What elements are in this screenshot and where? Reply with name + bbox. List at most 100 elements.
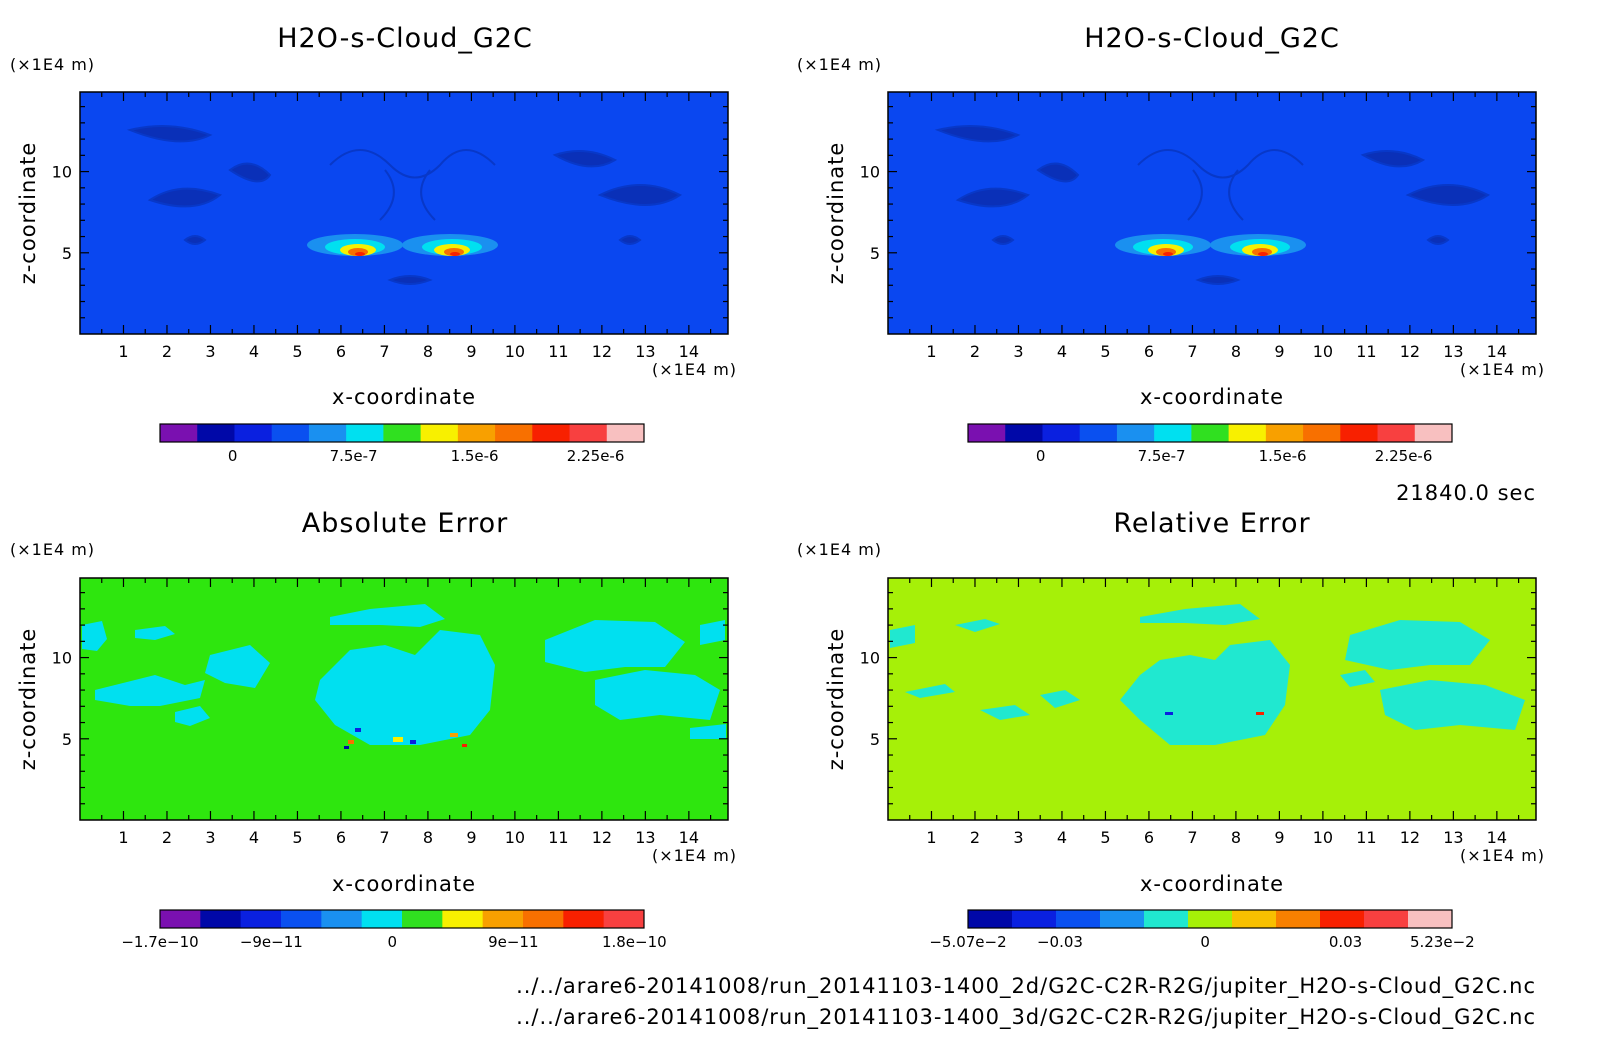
x-tick-label: 5 xyxy=(1100,342,1110,361)
x-ticks: 1 2 3 4 5 6 7 8 9 10 11 12 13 14 xyxy=(101,578,712,847)
y-tick-label: 5 xyxy=(870,730,880,749)
colorbar-frame xyxy=(967,909,1453,929)
contour xyxy=(393,737,403,742)
contour xyxy=(95,675,205,706)
x-tick-label: 12 xyxy=(592,828,612,847)
contour xyxy=(329,149,496,179)
plot-frame xyxy=(79,577,729,821)
colorbar-swatch xyxy=(442,910,484,928)
colorbar-swatch xyxy=(383,424,422,442)
y-axis-label: z-coordinate xyxy=(824,142,848,285)
colorbar-swatch xyxy=(420,424,459,442)
colorbar-swatch xyxy=(968,910,1013,928)
x-tick-label: 6 xyxy=(336,828,346,847)
panel-title: Absolute Error xyxy=(302,508,508,539)
colorbar-swatch xyxy=(321,910,363,928)
x-unit-label: (×1E4 m) xyxy=(1460,846,1545,865)
x-tick-label: 2 xyxy=(970,828,980,847)
colorbar-swatch xyxy=(606,424,645,442)
x-tick-label: 3 xyxy=(205,828,215,847)
contour xyxy=(205,645,270,688)
colorbar-swatch xyxy=(482,910,524,928)
error-patches xyxy=(82,604,726,745)
contour xyxy=(1380,680,1525,730)
x-axis-label: x-coordinate xyxy=(332,872,476,896)
time-label: 21840.0 sec xyxy=(1396,481,1536,505)
colorbar-swatch xyxy=(532,424,571,442)
colorbar-frame xyxy=(159,909,645,929)
x-tick-label: 9 xyxy=(1274,342,1284,361)
colorbar-swatch xyxy=(402,910,443,928)
y-unit-label: (×1E4 m) xyxy=(797,55,882,74)
contour xyxy=(387,275,433,285)
x-tick-label: 11 xyxy=(548,828,568,847)
contour xyxy=(462,744,467,747)
contour xyxy=(450,733,458,737)
x-tick-label: 2 xyxy=(970,342,980,361)
plot-frame xyxy=(887,577,1537,821)
contour xyxy=(1187,169,1203,221)
panel-top-left: H2O-s-Cloud_G2C (×1E4 m) xyxy=(10,23,736,465)
contour xyxy=(955,619,1000,632)
x-tick-label: 13 xyxy=(1443,828,1463,847)
plot-area: 1 2 3 4 5 6 7 8 9 10 11 12 13 14 510 xyxy=(52,577,729,847)
y-unit-label: (×1E4 m) xyxy=(10,540,95,559)
y-ticks: 5 10 xyxy=(860,106,1536,319)
x-tick-label: 8 xyxy=(423,342,433,361)
cloud-blob-right xyxy=(402,234,498,256)
colorbar-label: 7.5e-7 xyxy=(330,447,378,465)
contour xyxy=(1228,169,1244,221)
colorbar-swatch xyxy=(1005,424,1043,442)
contour xyxy=(595,670,720,720)
contour xyxy=(1137,149,1304,179)
colorbar-label: 1.5e-6 xyxy=(1259,447,1307,465)
colorbar-label: −1.7e−10 xyxy=(121,933,198,951)
contour xyxy=(420,169,436,221)
x-tick-label: 12 xyxy=(1400,828,1420,847)
y-tick-label: 10 xyxy=(52,163,72,182)
colorbar: 0 7.5e-7 1.5e-6 2.25e-6 xyxy=(967,423,1453,465)
colorbar-swatch xyxy=(569,424,608,442)
contour xyxy=(82,621,107,651)
cloud-blob-left xyxy=(307,234,403,256)
x-tick-label: 2 xyxy=(162,828,172,847)
x-tick-label: 6 xyxy=(336,342,346,361)
x-tick-label: 4 xyxy=(249,828,259,847)
colorbar: −5.07e−2 −0.03 0 0.03 5.23e−2 xyxy=(929,909,1475,951)
y-axis-label: z-coordinate xyxy=(16,628,40,771)
x-axis-label: x-coordinate xyxy=(332,385,476,409)
contour xyxy=(315,630,495,745)
y-ticks: 5 10 xyxy=(860,592,1536,805)
y-unit-label: (×1E4 m) xyxy=(797,540,882,559)
x-tick-label: 14 xyxy=(1487,828,1507,847)
colorbar-swatch xyxy=(1116,424,1155,442)
colorbar-swatch xyxy=(603,910,645,928)
contour xyxy=(135,626,175,640)
contour xyxy=(147,187,223,208)
x-tick-label: 6 xyxy=(1144,828,1154,847)
x-ticks: 1 2 3 4 5 6 7 8 9 10 11 12 13 14 xyxy=(909,92,1520,361)
contour xyxy=(1345,620,1490,670)
x-tick-label: 8 xyxy=(1231,828,1241,847)
y-ticks: 5 10 xyxy=(52,592,728,805)
contour xyxy=(1140,604,1260,625)
colorbar-swatch xyxy=(1012,910,1057,928)
colorbar-frame xyxy=(159,423,645,443)
colorbar-label: 0 xyxy=(228,447,238,465)
x-tick-label: 7 xyxy=(379,828,389,847)
x-tick-label: 3 xyxy=(1013,828,1023,847)
y-axis-label: z-coordinate xyxy=(16,142,40,285)
colorbar-swatch xyxy=(1056,910,1101,928)
y-tick-label: 5 xyxy=(62,244,72,263)
contour-level xyxy=(450,252,460,256)
x-unit-label: (×1E4 m) xyxy=(1460,360,1545,379)
x-tick-label: 1 xyxy=(926,342,936,361)
colorbar-label: 0 xyxy=(1036,447,1046,465)
contour xyxy=(1040,690,1080,708)
colorbar-label: 9e−11 xyxy=(488,933,538,951)
file-path-2: ../../arare6-20141008/run_20141103-1400_… xyxy=(516,1005,1536,1030)
contour-level xyxy=(355,252,365,256)
colorbar-swatch xyxy=(495,424,533,442)
x-tick-label: 7 xyxy=(1187,828,1197,847)
colorbar-label: −5.07e−2 xyxy=(929,933,1006,951)
